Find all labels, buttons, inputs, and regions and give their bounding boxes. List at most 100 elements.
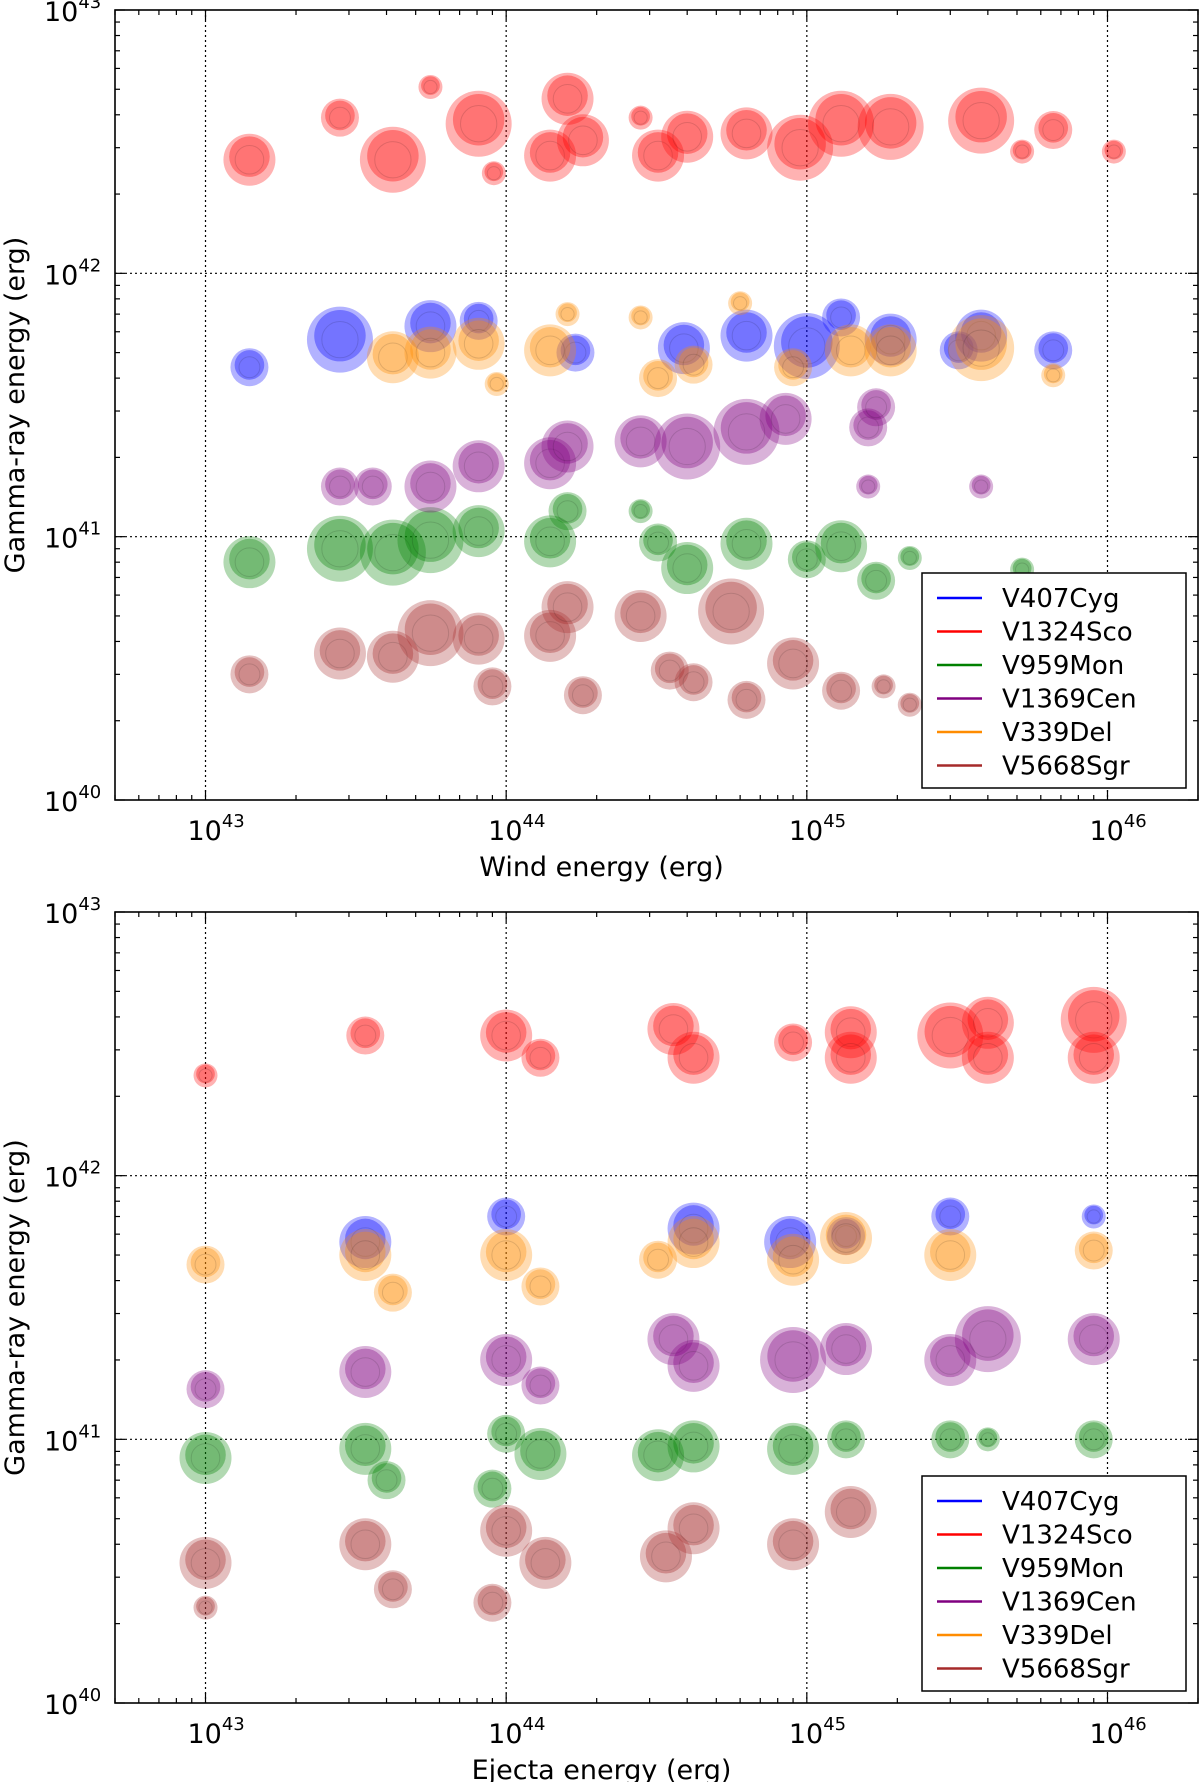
data-point-core — [350, 1018, 381, 1049]
data-point-ring — [647, 1248, 669, 1271]
legend-label: V1369Cen — [1002, 685, 1137, 715]
data-point — [514, 1427, 567, 1480]
data-point-core — [190, 1247, 221, 1278]
data-point-core — [477, 669, 508, 699]
data-point-ring — [460, 105, 498, 143]
legend-item-V407Cyg: V407Cyg — [937, 1487, 1119, 1517]
data-point-core — [345, 1520, 386, 1562]
data-point — [654, 413, 721, 480]
data-point — [871, 674, 896, 699]
data-point-ring — [238, 356, 261, 379]
data-point-ring — [481, 675, 504, 698]
data-point — [917, 1002, 984, 1069]
data-point-ring — [835, 1225, 857, 1248]
data-point-ring — [560, 307, 575, 322]
y-tick-base: 10 — [44, 0, 78, 28]
data-point-core — [971, 475, 991, 495]
data-point-core — [1073, 1034, 1115, 1075]
data-point-ring — [633, 310, 648, 325]
data-point — [452, 317, 505, 370]
data-point-core — [772, 640, 814, 681]
data-point-core — [620, 418, 661, 459]
x-tick-base: 10 — [789, 1719, 823, 1750]
legend-label: V5668Sgr — [1002, 752, 1130, 782]
data-point-ring — [775, 1227, 805, 1257]
data-point — [815, 520, 868, 573]
series-V5668Sgr — [230, 578, 922, 719]
data-point-core — [730, 292, 750, 312]
x-tick-label: 1045 — [789, 1714, 846, 1750]
data-point-core — [967, 999, 1009, 1040]
data-point-ring — [329, 106, 351, 129]
data-point-core — [458, 615, 499, 656]
data-point — [473, 667, 512, 706]
data-point — [484, 371, 509, 396]
data-point-core — [653, 1315, 694, 1357]
data-point — [728, 291, 753, 316]
data-point-ring — [1075, 1001, 1113, 1039]
data-point-core — [661, 416, 713, 469]
data-point-core — [726, 520, 767, 561]
data-point — [320, 467, 359, 506]
data-point-ring — [1078, 1042, 1109, 1073]
data-point-ring — [529, 1046, 552, 1069]
data-point — [521, 1366, 560, 1405]
data-point-core — [410, 463, 451, 504]
data-point-ring — [525, 1439, 556, 1469]
data-point — [760, 1326, 827, 1393]
data-point — [452, 612, 505, 665]
data-point-ring — [678, 1513, 709, 1544]
data-point-ring — [876, 679, 891, 694]
legend-item-V959Mon: V959Mon — [937, 651, 1124, 681]
x-axis: 1043 1044 1045 1046 — [114, 912, 1199, 1750]
data-point-core — [185, 1539, 226, 1581]
data-point-core — [458, 507, 499, 549]
legend-item-V5668Sgr: V5668Sgr — [937, 1655, 1130, 1685]
data-point-ring — [861, 479, 876, 494]
data-point-core — [1084, 1205, 1104, 1225]
data-point-core — [477, 1585, 508, 1616]
data-point-ring — [782, 356, 805, 379]
data-point-core — [325, 100, 355, 131]
data-point-ring — [491, 1240, 521, 1270]
data-point-ring — [830, 306, 853, 329]
data-point-ring — [194, 1253, 217, 1276]
data-point — [827, 1420, 866, 1459]
legend-item-V1324Sco: V1324Sco — [937, 618, 1133, 648]
data-point-core — [631, 106, 650, 126]
series-V1324Sco — [193, 986, 1127, 1088]
data-point — [1060, 986, 1127, 1053]
data-point — [948, 87, 1015, 154]
data-point-ring — [325, 638, 355, 669]
data-point-ring — [643, 1440, 673, 1471]
data-point — [320, 98, 359, 137]
y-tick-label: 1043 — [44, 0, 101, 28]
data-point-ring — [712, 592, 750, 631]
data-point-core — [825, 1214, 867, 1256]
data-point-core — [1078, 1422, 1109, 1452]
data-point-core — [185, 1434, 226, 1476]
data-point-core — [772, 1520, 814, 1562]
data-point — [230, 655, 269, 694]
x-tick-label: 1044 — [488, 811, 545, 847]
x-tick-base: 10 — [1089, 816, 1123, 847]
data-point-core — [345, 1425, 386, 1467]
data-point-ring — [568, 125, 598, 156]
legend-label: V959Mon — [1002, 651, 1124, 681]
data-point-ring — [902, 697, 917, 712]
data-point — [667, 1216, 720, 1269]
data-point-core — [830, 1488, 872, 1530]
data-point-core — [485, 1507, 527, 1548]
data-point — [1034, 331, 1073, 370]
x-tick-base: 10 — [188, 816, 222, 847]
data-point-ring — [830, 679, 853, 702]
data-point-core — [410, 329, 451, 370]
data-point-ring — [962, 329, 1000, 367]
data-point-ring — [1082, 1239, 1105, 1262]
data-point — [720, 309, 773, 362]
data-point-ring — [354, 1024, 377, 1047]
data-point-ring — [658, 1014, 689, 1044]
y-tick-exponent: 42 — [78, 255, 101, 276]
data-point-ring — [875, 324, 906, 355]
